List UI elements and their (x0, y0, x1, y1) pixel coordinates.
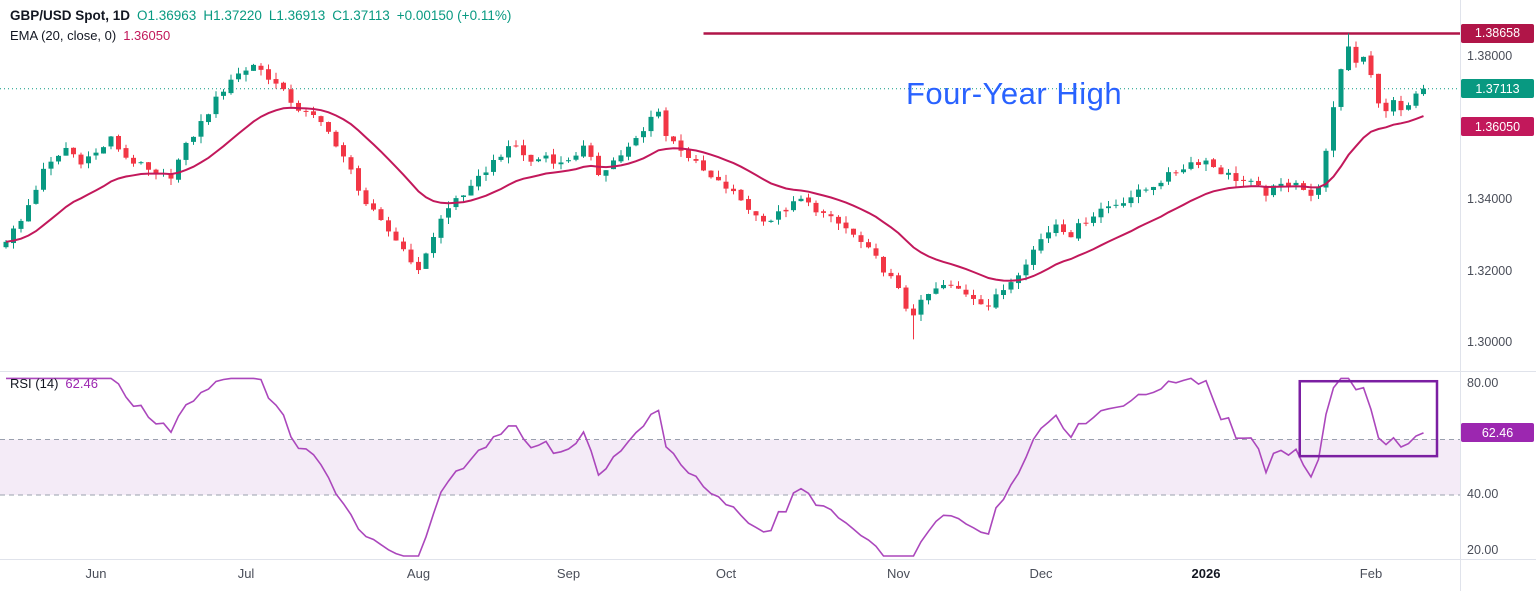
price-badge-last-price: 1.37113 (1461, 79, 1534, 99)
rsi-line[interactable] (6, 377, 1424, 557)
ohlc-low: L1.36913 (268, 8, 326, 23)
rsi-badge-value: 62.46 (1461, 423, 1534, 443)
time-axis[interactable] (0, 560, 1536, 591)
time-axis-label: Dec (1029, 566, 1053, 581)
price-tick-label: 1.32000 (1467, 263, 1513, 278)
rsi-band (0, 439, 1460, 495)
ohlc-open: O1.36963 (137, 8, 197, 23)
rsi-tick-label: 40.00 (1467, 487, 1499, 501)
price-tick-label: 1.34000 (1467, 192, 1513, 206)
ohlc-change: +0.00150 (+0.11%) (396, 8, 512, 23)
rsi-highlight-box[interactable] (1298, 379, 1439, 458)
rsi-pane[interactable] (0, 377, 1460, 557)
time-axis-label: Aug (406, 566, 431, 581)
price-badge-four-year-high: 1.38658 (1461, 23, 1534, 43)
rsi-tick-label: 80.00 (1467, 376, 1499, 390)
time-axis-label: Oct (715, 566, 737, 581)
time-axis-label: Sep (556, 566, 581, 581)
ema-legend[interactable]: EMA (20, close, 0) 1.36050 (10, 28, 170, 43)
rsi-legend[interactable]: RSI (14) 62.46 (10, 376, 98, 391)
rsi-label[interactable]: RSI (14) (10, 376, 59, 391)
ema-value: 1.36050 (123, 28, 171, 43)
symbol-title[interactable]: GBP/USD Spot, 1D (10, 8, 131, 23)
price-tick-label: 1.30000 (1467, 335, 1513, 349)
ohlc-high: H1.37220 (203, 8, 262, 23)
time-axis-label: Nov (886, 566, 911, 581)
candles (3, 33, 1426, 340)
ema-line[interactable] (5, 106, 1424, 282)
price-tick-label: 1.38000 (1467, 49, 1513, 63)
time-axis-label: Jul (237, 566, 255, 581)
price-pane[interactable] (0, 32, 1460, 340)
price-badge-ema: 1.36050 (1461, 117, 1534, 137)
rsi-tick-label: 20.00 (1467, 542, 1499, 557)
ema-label[interactable]: EMA (20, close, 0) (10, 28, 117, 43)
time-axis-label: Jun (85, 566, 107, 581)
time-axis-label: 2026 (1191, 566, 1221, 581)
ohlc-close: C1.37113 (332, 8, 390, 23)
four-year-high-annotation[interactable]: Four-Year High (906, 76, 1123, 111)
symbol-legend[interactable]: GBP/USD Spot, 1D O1.36963 H1.37220 L1.36… (10, 8, 511, 23)
rsi-value: 62.46 (65, 376, 98, 391)
time-axis-label: Feb (1359, 566, 1383, 581)
